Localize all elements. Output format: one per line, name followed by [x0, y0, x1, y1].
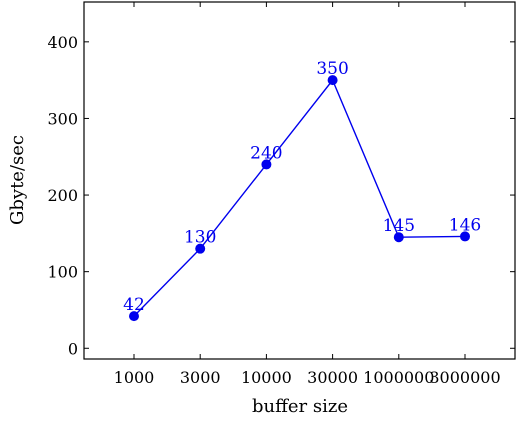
- axes: [83, 1, 516, 360]
- data-label: 146: [449, 215, 481, 235]
- data-label: 42: [123, 295, 145, 315]
- y-tick-label: 0: [68, 339, 78, 358]
- x-tick-label: 1000000: [363, 368, 434, 387]
- data-label: 350: [316, 59, 348, 79]
- plot-frame: [83, 1, 516, 360]
- data-point: [460, 231, 470, 242]
- data-point: [129, 311, 139, 322]
- data-label: 145: [383, 216, 415, 236]
- x-axis-label: buffer size: [252, 396, 348, 417]
- y-tick-label: 100: [47, 263, 78, 282]
- data-label: 130: [184, 228, 216, 248]
- x-tick-label: 1000: [114, 368, 155, 387]
- data-label: 240: [250, 143, 282, 163]
- x-tick-label: 10000: [241, 368, 292, 387]
- y-tick-label: 400: [47, 33, 78, 52]
- x-tick-label: 3000000: [429, 368, 500, 387]
- series-group: [129, 75, 470, 322]
- ticks: 0 100 200 300 400 1000 3000 10000 30000 100000030…: [47, 2, 515, 387]
- data-labels: 42 130 240 350 145 146: [123, 59, 481, 315]
- data-point: [327, 75, 338, 86]
- data-point: [261, 159, 272, 170]
- data-point: [393, 232, 404, 243]
- y-axis-label: Gbyte/sec: [7, 135, 28, 225]
- x-tick-label: 30000: [307, 368, 358, 387]
- y-tick-label: 200: [47, 186, 78, 205]
- data-point: [195, 243, 206, 254]
- x-tick-label: 3000: [180, 368, 221, 387]
- y-tick-label: 300: [47, 109, 78, 128]
- series-line: [133, 78, 466, 317]
